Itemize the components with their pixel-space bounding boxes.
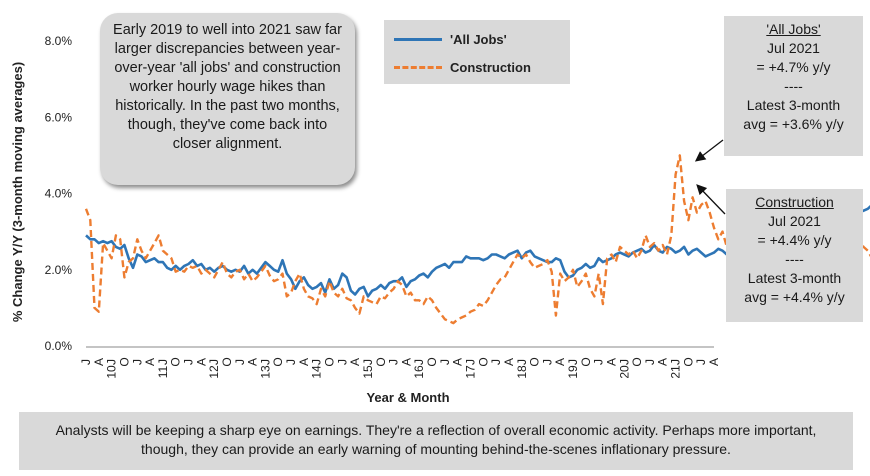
x-tick-label: A — [656, 358, 670, 366]
x-tick-label: J — [566, 359, 580, 365]
y-axis: 0.0% 2.0% 4.0% 6.0% 8.0% — [45, 34, 73, 353]
callout-arrows — [694, 139, 726, 215]
x-tick-label: J — [105, 359, 119, 365]
x-tick-label: A — [92, 358, 106, 366]
x-tick-label: J — [207, 359, 221, 365]
y-tick-label: 4.0% — [45, 187, 73, 201]
all-jobs-callout-line: Latest 3-month — [746, 97, 841, 113]
legend-item-all-jobs: 'All Jobs' — [394, 29, 507, 49]
x-tick-label: J — [643, 359, 657, 365]
x-year-label: 13 — [258, 365, 272, 379]
all-jobs-callout-line: = +4.7% y/y — [756, 59, 831, 75]
x-year-label: 17 — [463, 365, 477, 379]
x-tick-label: O — [579, 357, 593, 366]
x-tick-label: O — [476, 357, 490, 366]
construction-callout-line: ---- — [785, 251, 804, 267]
x-tick-label: O — [528, 357, 542, 366]
x-tick-label: A — [553, 358, 567, 366]
legend-label-construction: Construction — [450, 59, 531, 75]
x-tick-label: J — [387, 359, 401, 365]
x-tick-label: O — [117, 357, 131, 366]
x-tick-label: A — [143, 358, 157, 366]
y-tick-label: 6.0% — [45, 110, 73, 124]
x-tick-label: A — [246, 358, 260, 366]
x-year-label: 16 — [412, 365, 426, 379]
x-axis: JAJOJAJOJAJOJAJOJAJOJAJOJAJOJAJOJAJOJAJO… — [79, 346, 721, 379]
x-tick-label: J — [233, 359, 247, 365]
legend-swatch-construction — [394, 65, 442, 69]
all-jobs-callout-heading: 'All Jobs' — [766, 21, 821, 37]
x-tick-label: J — [310, 359, 324, 365]
x-tick-label: J — [592, 359, 606, 365]
legend-label-all-jobs: 'All Jobs' — [450, 31, 507, 47]
commentary-note: Early 2019 to well into 2021 saw far lar… — [100, 13, 355, 185]
arrow-all-jobs — [694, 139, 724, 162]
x-year-label: 14 — [310, 365, 324, 379]
y-tick-label: 0.0% — [45, 339, 73, 353]
x-tick-label: J — [335, 359, 349, 365]
x-tick-label: O — [271, 357, 285, 366]
x-tick-label: J — [156, 359, 170, 365]
x-tick-label: O — [323, 357, 337, 366]
x-tick-label: O — [169, 357, 183, 366]
x-tick-label: J — [463, 359, 477, 365]
x-year-label: 12 — [207, 365, 221, 379]
y-axis-title: % Change Y/Y (3-month moving averages) — [10, 62, 25, 322]
y-tick-label: 8.0% — [45, 34, 73, 48]
construction-callout-line: = +4.4% y/y — [757, 232, 832, 248]
x-tick-label: J — [438, 359, 452, 365]
x-tick-label: J — [258, 359, 272, 365]
x-tick-label: J — [694, 359, 708, 365]
x-tick-label: J — [515, 359, 529, 365]
x-axis-title: Year & Month — [366, 390, 449, 405]
y-tick-label: 2.0% — [45, 263, 73, 277]
x-year-label: 11 — [156, 365, 170, 378]
all-jobs-callout-line: Jul 2021 — [767, 40, 820, 56]
all-jobs-callout-line: avg = +3.6% y/y — [743, 116, 844, 132]
x-tick-label: O — [630, 357, 644, 366]
x-tick-label: O — [220, 357, 234, 366]
x-tick-label: O — [425, 357, 439, 366]
arrow-construction — [696, 184, 726, 215]
x-tick-label: A — [399, 358, 413, 366]
construction-callout-heading: Construction — [755, 194, 834, 210]
x-tick-label: O — [374, 357, 388, 366]
construction-callout-line: Jul 2021 — [768, 213, 821, 229]
x-year-label: 19 — [566, 365, 580, 379]
x-tick-label: J — [669, 359, 683, 365]
x-year-label: 18 — [515, 365, 529, 379]
all-jobs-callout: 'All Jobs' Jul 2021 = +4.7% y/y ---- Lat… — [724, 16, 863, 156]
x-tick-label: J — [412, 359, 426, 365]
legend-swatch-all-jobs — [394, 37, 442, 41]
commentary-text: Early 2019 to well into 2021 saw far lar… — [113, 22, 342, 152]
x-tick-label: A — [451, 358, 465, 366]
x-year-label: 20 — [617, 365, 631, 379]
x-year-label: 15 — [361, 365, 375, 379]
x-tick-label: A — [297, 358, 311, 366]
x-tick-label: J — [489, 359, 503, 365]
construction-callout-line: avg = +4.4% y/y — [744, 289, 845, 305]
x-tick-label: J — [361, 359, 375, 365]
legend-item-construction: Construction — [394, 57, 531, 77]
construction-callout: Construction Jul 2021 = +4.4% y/y ---- L… — [726, 189, 863, 322]
x-year-label: 21 — [669, 365, 683, 379]
footer-note: Analysts will be keeping a sharp eye on … — [19, 412, 853, 470]
all-jobs-callout-line: ---- — [784, 78, 803, 94]
x-tick-label: J — [540, 359, 554, 365]
x-tick-label: J — [617, 359, 631, 365]
footer-text: Analysts will be keeping a sharp eye on … — [55, 422, 817, 457]
x-tick-label: A — [707, 358, 721, 366]
x-tick-label: O — [681, 357, 695, 366]
x-tick-label: A — [604, 358, 618, 366]
construction-callout-line: Latest 3-month — [747, 270, 842, 286]
x-tick-label: J — [182, 359, 196, 365]
x-tick-label: A — [348, 358, 362, 366]
x-tick-label: J — [79, 359, 93, 365]
x-tick-label: J — [284, 359, 298, 365]
legend: 'All Jobs' Construction — [384, 20, 570, 84]
x-tick-label: A — [502, 358, 516, 366]
x-tick-label: J — [130, 359, 144, 365]
x-year-label: 10 — [105, 365, 119, 379]
x-tick-label: A — [194, 358, 208, 366]
